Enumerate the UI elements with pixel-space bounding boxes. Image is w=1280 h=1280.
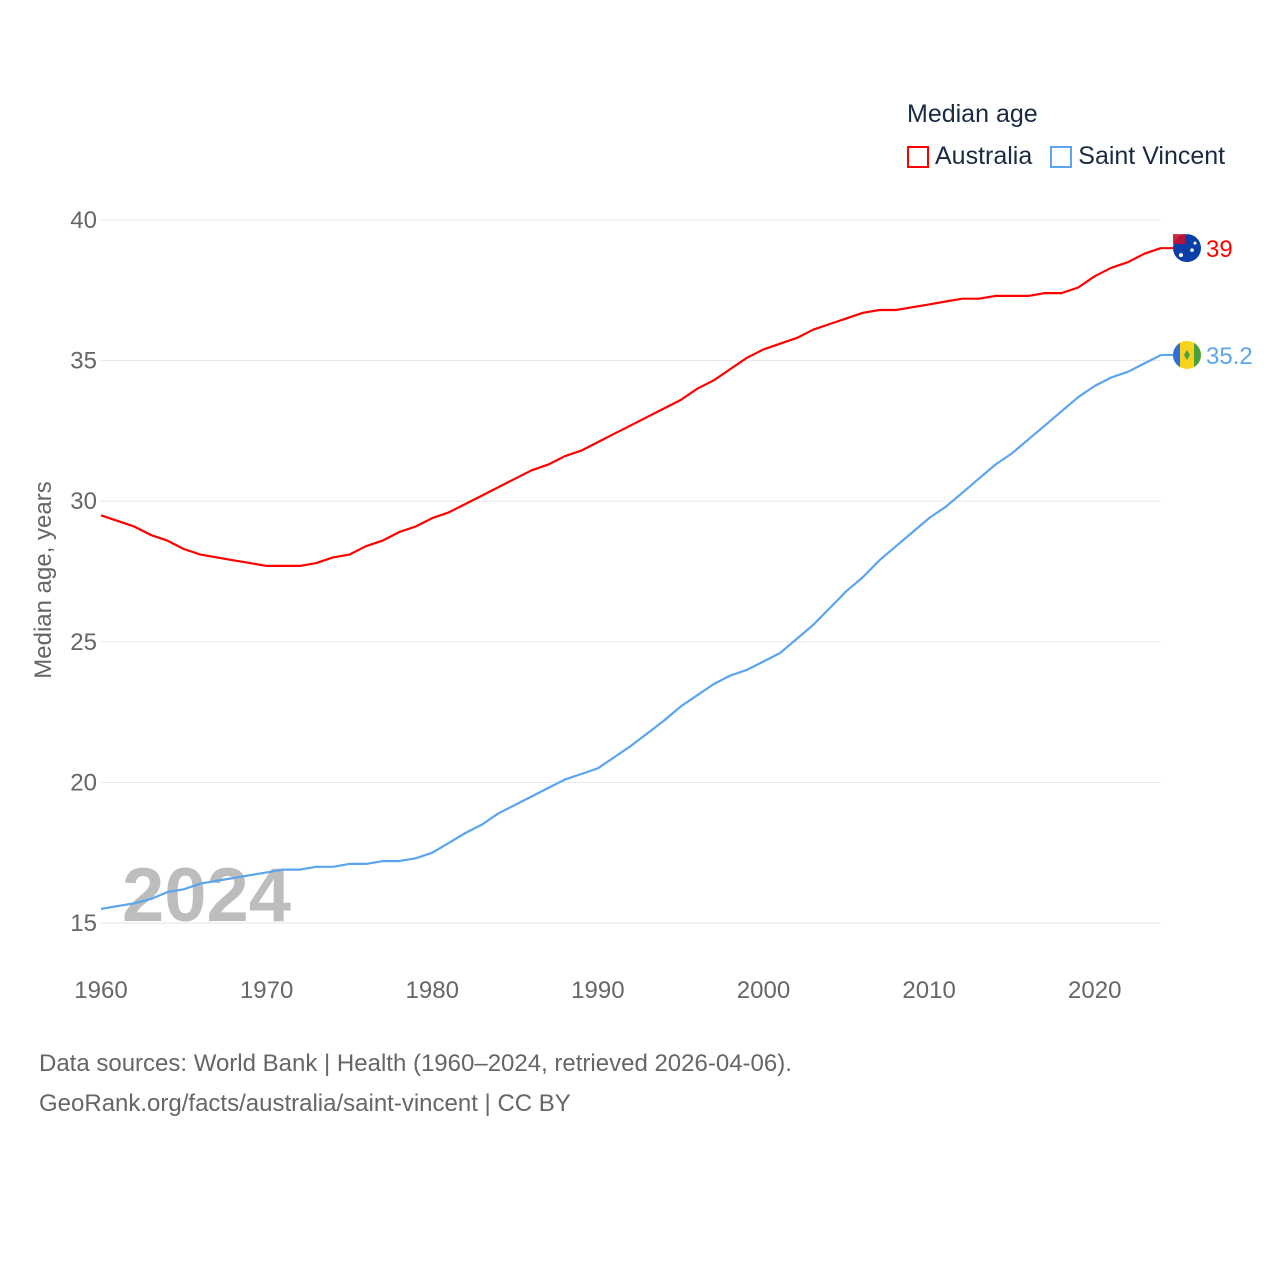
- x-tick-label: 1990: [571, 977, 624, 1004]
- source-link[interactable]: GeoRank.org/facts/australia/saint-vincen…: [39, 1090, 571, 1117]
- x-tick-label: 2020: [1068, 977, 1121, 1004]
- x-tick-label: 1970: [240, 977, 293, 1004]
- legend-swatch-saint-vincent: [1050, 145, 1073, 168]
- flag-green-band: [1194, 342, 1201, 368]
- legend-item-australia[interactable]: Australia: [907, 142, 1032, 171]
- series-line-australia: [100, 247, 1162, 568]
- flag-star: [1190, 248, 1194, 252]
- legend-swatch-australia: [907, 145, 929, 168]
- flag-star: [1179, 253, 1183, 258]
- end-value-label: 35.2: [1206, 343, 1253, 370]
- y-tick-label: 15: [70, 910, 97, 937]
- flag-star: [1193, 241, 1197, 245]
- y-axis-label: Median age, years: [30, 481, 57, 678]
- y-tick-label: 30: [70, 488, 97, 515]
- series-line-saint-vincent: [100, 354, 1162, 910]
- x-tick-label: 1980: [406, 977, 459, 1004]
- y-tick-label: 35: [70, 348, 97, 375]
- end-value-label: 39: [1206, 236, 1233, 263]
- year-watermark: 2024: [122, 853, 291, 938]
- x-tick-label: 2000: [737, 977, 790, 1004]
- legend-title: Median age: [907, 100, 1038, 128]
- legend-label: Saint Vincent: [1078, 142, 1226, 170]
- y-tick-label: 20: [70, 769, 97, 796]
- australia-flag-union-jack: [1173, 234, 1185, 245]
- y-tick-label: 40: [70, 207, 97, 234]
- footer: Data sources: World Bank | Health (1960–…: [39, 1044, 792, 1124]
- y-tick-label: 25: [70, 629, 97, 656]
- data-source-text: Data sources: World Bank | Health (1960–…: [39, 1050, 792, 1077]
- legend: Australia Saint Vincent: [907, 142, 1243, 171]
- legend-item-saint-vincent[interactable]: Saint Vincent: [1050, 142, 1225, 171]
- flag-diamond: [1184, 349, 1190, 360]
- flag-blue-band: [1173, 342, 1180, 368]
- legend-label: Australia: [935, 142, 1033, 170]
- x-tick-label: 1960: [74, 977, 127, 1004]
- x-tick-label: 2010: [902, 977, 955, 1004]
